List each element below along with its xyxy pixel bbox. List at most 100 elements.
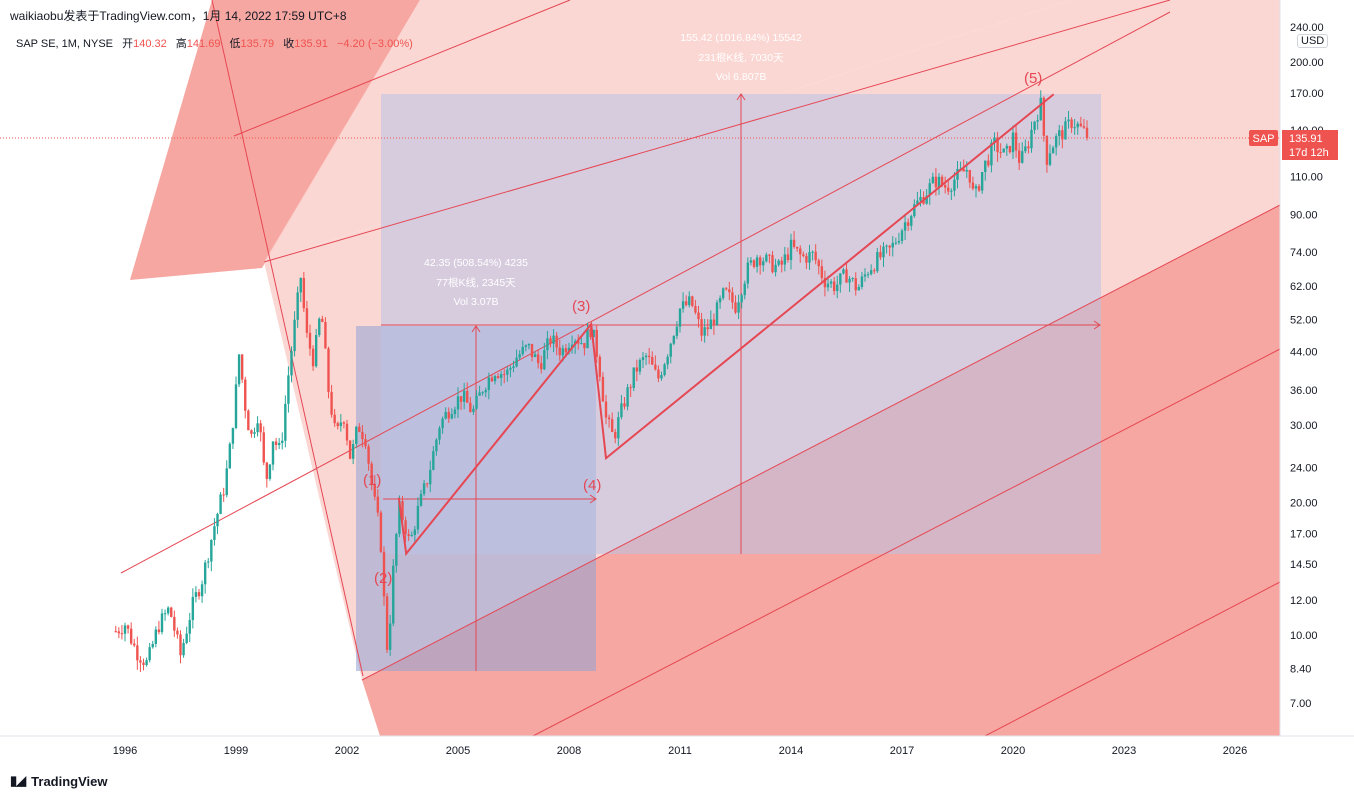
candle-body — [666, 356, 669, 365]
open-label: 开 — [122, 38, 134, 50]
candle-body — [345, 423, 349, 441]
candle-body — [392, 565, 395, 624]
candle-body — [157, 629, 161, 633]
candle-body — [1058, 130, 1061, 137]
candle-body — [123, 625, 127, 634]
candle-body — [330, 391, 333, 415]
candle-body — [302, 278, 306, 309]
candle-body — [1079, 123, 1083, 127]
candle-body — [191, 596, 195, 621]
candles — [114, 90, 1089, 672]
price-tick-13: 20.00 — [1290, 497, 1318, 509]
candle-body — [287, 375, 290, 404]
candle-body — [388, 623, 392, 650]
candle-body — [805, 255, 808, 263]
candle-body — [253, 432, 256, 434]
candle-body — [441, 418, 444, 429]
candle-body — [564, 348, 568, 353]
candle-body — [277, 443, 281, 446]
candle-body — [601, 376, 605, 402]
candle-body — [1005, 145, 1009, 149]
candle-body — [293, 319, 296, 352]
price-tick-14: 17.00 — [1290, 529, 1318, 541]
candle-body — [1008, 145, 1012, 153]
publish-header: waikiaobu发表于TradingView.com，1月 14, 2022 … — [10, 9, 347, 23]
symbol-title[interactable]: SAP SE, 1M, NYSE — [16, 38, 114, 50]
candle-body — [567, 347, 571, 353]
candle-body — [145, 660, 148, 665]
candle-body — [842, 269, 845, 274]
time-axis[interactable]: 1996 1999 2002 2005 2008 2011 2014 2017 2020 2023… — [113, 745, 1247, 757]
candle-body — [712, 319, 716, 326]
candle-body — [891, 242, 894, 248]
candle-body — [993, 137, 996, 143]
candle-body — [305, 308, 309, 333]
candle-body — [882, 246, 885, 258]
time-tick-10: 2026 — [1223, 745, 1247, 757]
candle-body — [792, 239, 796, 247]
candle-body — [1033, 121, 1036, 130]
candle-body — [808, 252, 811, 263]
candle-body — [487, 377, 491, 391]
candle-body — [620, 403, 623, 418]
candle-body — [749, 260, 753, 263]
candle-body — [635, 367, 639, 372]
candle-body — [281, 440, 284, 444]
candle-body — [623, 403, 626, 407]
time-tick-6: 2014 — [779, 745, 803, 757]
candle-body — [832, 281, 836, 292]
candle-body — [163, 613, 167, 615]
currency-label[interactable]: USD — [1297, 34, 1329, 48]
candle-body — [780, 260, 783, 265]
measure-2-line3: Vol 6.807B — [716, 71, 767, 83]
candle-body — [869, 270, 873, 275]
footer-brand[interactable]: ▮◢ TradingView — [10, 773, 108, 789]
candle-body — [367, 446, 370, 464]
candle-body — [182, 642, 185, 656]
candle-body — [743, 283, 746, 296]
candle-body — [231, 427, 235, 444]
candle-body — [876, 252, 879, 272]
candle-body — [515, 357, 518, 367]
candle-body — [459, 396, 463, 402]
candle-body — [610, 419, 614, 432]
wave-label-2: (2) — [374, 570, 392, 587]
candle-body — [697, 312, 700, 320]
low-label: 低 — [229, 38, 241, 50]
candle-body — [681, 301, 685, 309]
price-axis[interactable]: 240.00200.00170.00140.00110.0090.0074.00… — [1290, 22, 1324, 710]
candle-body — [928, 183, 931, 196]
candle-body — [151, 643, 154, 648]
candle-body — [308, 332, 312, 349]
candle-body — [336, 423, 339, 427]
candle-body — [1030, 129, 1033, 149]
candle-body — [382, 551, 386, 597]
candle-body — [1021, 151, 1024, 163]
symbol-badge: SAP — [1252, 133, 1274, 145]
candle-body — [999, 152, 1002, 154]
wave-label-4: (4) — [583, 477, 601, 494]
wave-label-3: (3) — [572, 298, 590, 315]
candle-body — [947, 187, 950, 192]
price-tick-8: 52.00 — [1290, 315, 1318, 327]
candle-body — [786, 254, 790, 261]
candle-body — [351, 444, 355, 459]
candle-body — [768, 254, 771, 256]
candle-body — [429, 469, 432, 485]
candle-body — [607, 417, 611, 420]
candle-body — [435, 439, 438, 452]
price-tick-16: 12.00 — [1290, 595, 1318, 607]
candle-body — [299, 278, 302, 293]
candle-body — [552, 335, 555, 344]
candle-body — [814, 251, 817, 261]
candle-body — [598, 356, 602, 377]
time-tick-2: 2002 — [335, 745, 359, 757]
price-tick-18: 8.40 — [1290, 663, 1311, 675]
candle-body — [644, 355, 648, 358]
candle-body — [166, 607, 170, 614]
candle-body — [592, 329, 595, 337]
candle-body — [274, 441, 278, 446]
candle-body — [555, 335, 558, 348]
candle-body — [771, 255, 774, 273]
